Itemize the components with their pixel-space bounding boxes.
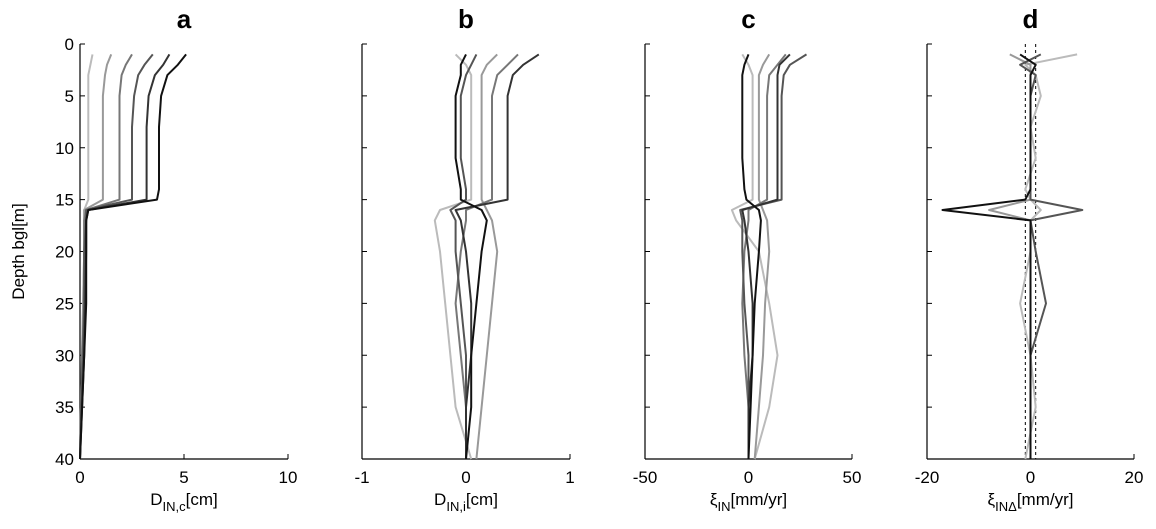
depth-profile [454,53,488,460]
x-axis-label: ξIN[mm/yr] [710,490,787,514]
y-tick-label: 10 [55,139,74,158]
panel: d -20 0 20 ξINΔ[mm/yr] [915,4,1144,514]
depth-profile [449,53,478,459]
y-tick-label: 0 [65,35,74,54]
depth-profile [433,53,473,460]
depth-profile [741,53,787,459]
x-tick-label: 10 [279,468,298,487]
x-label-sub: IN,c [163,499,187,514]
x-tick-label: 20 [1125,468,1144,487]
x-axis-label: ξINΔ[mm/yr] [988,490,1074,514]
x-label-sub: INΔ [995,499,1017,514]
y-axis-label: Depth bgl[m] [9,203,28,299]
x-label-unit: [cm] [466,490,498,509]
panel-title: c [741,4,755,34]
x-label-main: D [434,490,446,509]
x-label-sub: IN,i [446,499,466,514]
panel: b -1 0 1 DIN,i[cm] [354,4,574,514]
y-tick-label: 15 [55,191,74,210]
depth-profile [79,53,187,460]
x-tick-label: -20 [915,468,940,487]
depth-profile [79,53,171,460]
x-label-main: ξ [988,490,996,509]
x-tick-label: 0 [1026,468,1035,487]
x-tick-label: -1 [354,468,369,487]
depth-profile [941,53,1037,459]
depth-profile [988,53,1032,459]
y-tick-label: 5 [65,87,74,106]
x-tick-label: 0 [75,468,84,487]
x-label-main: D [150,490,162,509]
x-tick-label: 50 [843,468,862,487]
panel-title: d [1023,4,1039,34]
panel: c -50 0 50 ξIN[mm/yr] [633,4,862,514]
depth-profile [753,53,771,460]
x-axis-label: DIN,c[cm] [150,490,218,514]
x-label-unit: [mm/yr] [1017,490,1074,509]
x-label-main: ξ [710,490,718,509]
x-label-unit: [mm/yr] [730,490,787,509]
depth-profile [79,53,154,460]
x-tick-label: 0 [461,468,470,487]
y-tick-label: 30 [55,346,74,365]
x-tick-label: 0 [744,468,753,487]
x-tick-label: 1 [565,468,574,487]
x-label-sub: IN [717,499,730,514]
x-axis-label: DIN,i[cm] [434,490,498,514]
depth-profile [730,53,779,460]
x-label-unit: [cm] [186,490,218,509]
depth-profile [1019,53,1084,459]
x-tick-label: 5 [179,468,188,487]
depth-profile [741,54,762,460]
x-tick-label: -50 [633,468,658,487]
panel-title: a [177,4,192,34]
depth-profile [454,53,519,459]
depth-profile [739,53,808,459]
y-tick-label: 35 [55,398,74,417]
y-tick-label: 40 [55,450,74,469]
depth-profile [454,53,540,459]
y-tick-label: 20 [55,243,74,262]
depth-profile [475,53,499,460]
depth-profile [1019,53,1078,460]
panel-title: b [458,4,474,34]
y-tick-label: 25 [55,294,74,313]
